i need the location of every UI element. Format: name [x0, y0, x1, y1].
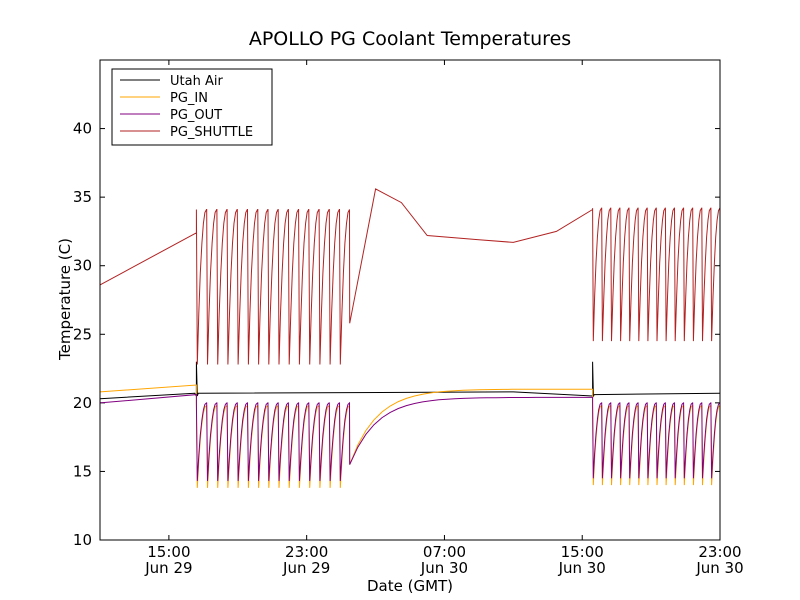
y-axis-label: Temperature (C): [56, 238, 74, 361]
series-line: [99, 394, 721, 482]
legend-label: Utah Air: [170, 74, 223, 89]
series-layer: [99, 188, 721, 488]
series-line: [99, 188, 721, 365]
y-tick-label: 30: [73, 257, 92, 275]
x-tick-label: 07:00: [423, 543, 466, 561]
x-tick-date-label: Jun 29: [144, 559, 192, 577]
legend-label: PG_SHUTTLE: [170, 125, 253, 140]
y-tick-label: 40: [73, 120, 92, 138]
chart-title: APOLLO PG Coolant Temperatures: [249, 28, 571, 50]
x-tick-date-label: Jun 30: [695, 559, 743, 577]
series-line: [99, 384, 721, 488]
y-tick-label: 10: [73, 531, 92, 549]
x-tick-label: 15:00: [561, 543, 604, 561]
y-tick-label: 20: [73, 394, 92, 412]
y-tick-label: 15: [73, 462, 92, 480]
legend-label: PG_IN: [170, 91, 208, 106]
legend-label: PG_OUT: [170, 108, 222, 123]
legend-box: [111, 68, 273, 146]
series-line: [99, 361, 721, 400]
x-tick-date-label: Jun 30: [558, 559, 606, 577]
x-tick-label: 15:00: [147, 543, 190, 561]
y-tick-label: 25: [73, 325, 92, 343]
plot-frame: [99, 59, 721, 541]
x-tick-date-label: Jun 29: [282, 559, 330, 577]
y-tick-label: 35: [73, 188, 92, 206]
legend: Utah Air PG_IN PG_OUT PG_SHUTTLE: [111, 68, 273, 146]
x-axis-label: Date (GMT): [367, 577, 453, 595]
x-tick-label: 23:00: [285, 543, 328, 561]
x-tick-label: 23:00: [698, 543, 741, 561]
x-tick-date-label: Jun 30: [420, 559, 468, 577]
